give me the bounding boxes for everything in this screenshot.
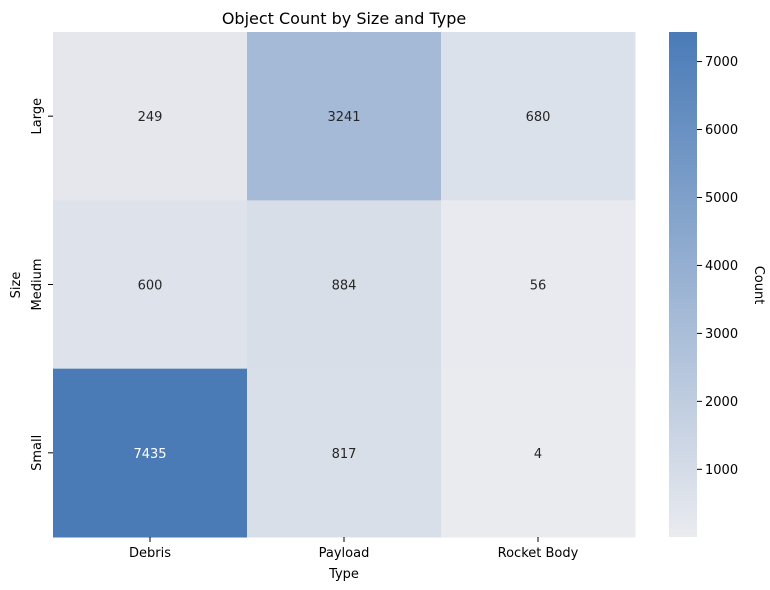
colorbar-tick-label: 1000 — [705, 463, 738, 478]
colorbar-tick-label: 5000 — [705, 191, 738, 206]
colorbar-tick-label: 7000 — [705, 55, 738, 70]
heatmap-cell — [441, 32, 636, 201]
x-tick-label: Debris — [129, 546, 171, 561]
heatmap-cell — [53, 368, 248, 538]
colorbar-ticks: 1000 2000 3000 4000 5000 6000 7000 — [697, 55, 738, 478]
y-axis: Large Medium Small — [30, 98, 53, 471]
x-axis: Debris Payload Rocket Body — [129, 537, 579, 561]
cell-value-label: 680 — [526, 110, 551, 125]
colorbar-label: Count — [751, 266, 766, 305]
heatmap-cells: 249 3241 680 600 884 56 7435 817 4 — [53, 32, 636, 538]
cell-value-label: 4 — [534, 447, 542, 462]
y-tick-label: Small — [30, 435, 45, 471]
colorbar — [669, 32, 697, 537]
heatmap-cell — [247, 32, 442, 201]
cell-value-label: 56 — [530, 279, 547, 294]
heatmap-cell — [53, 32, 248, 201]
y-tick-label: Medium — [30, 259, 45, 311]
colorbar-tick-label: 3000 — [705, 327, 738, 342]
cell-value-label: 600 — [138, 279, 163, 294]
heatmap-cell — [247, 368, 442, 538]
y-tick-label: Large — [30, 98, 45, 135]
heatmap-cell — [247, 200, 442, 370]
x-axis-label: Type — [328, 567, 359, 582]
cell-value-label: 817 — [332, 447, 357, 462]
colorbar-tick-label: 4000 — [705, 259, 738, 274]
heatmap-cell — [441, 200, 636, 370]
cell-value-label: 884 — [332, 279, 357, 294]
colorbar-tick-label: 6000 — [705, 123, 738, 138]
heatmap-cell — [441, 368, 636, 538]
x-tick-label: Payload — [319, 546, 370, 561]
x-tick-label: Rocket Body — [498, 546, 579, 561]
cell-value-label: 249 — [138, 110, 163, 125]
cell-value-label: 7435 — [133, 447, 166, 462]
cell-value-label: 3241 — [327, 110, 360, 125]
chart-title: Object Count by Size and Type — [222, 9, 466, 28]
heatmap-cell — [53, 200, 248, 370]
colorbar-tick-label: 2000 — [705, 395, 738, 410]
y-axis-label: Size — [9, 272, 24, 299]
